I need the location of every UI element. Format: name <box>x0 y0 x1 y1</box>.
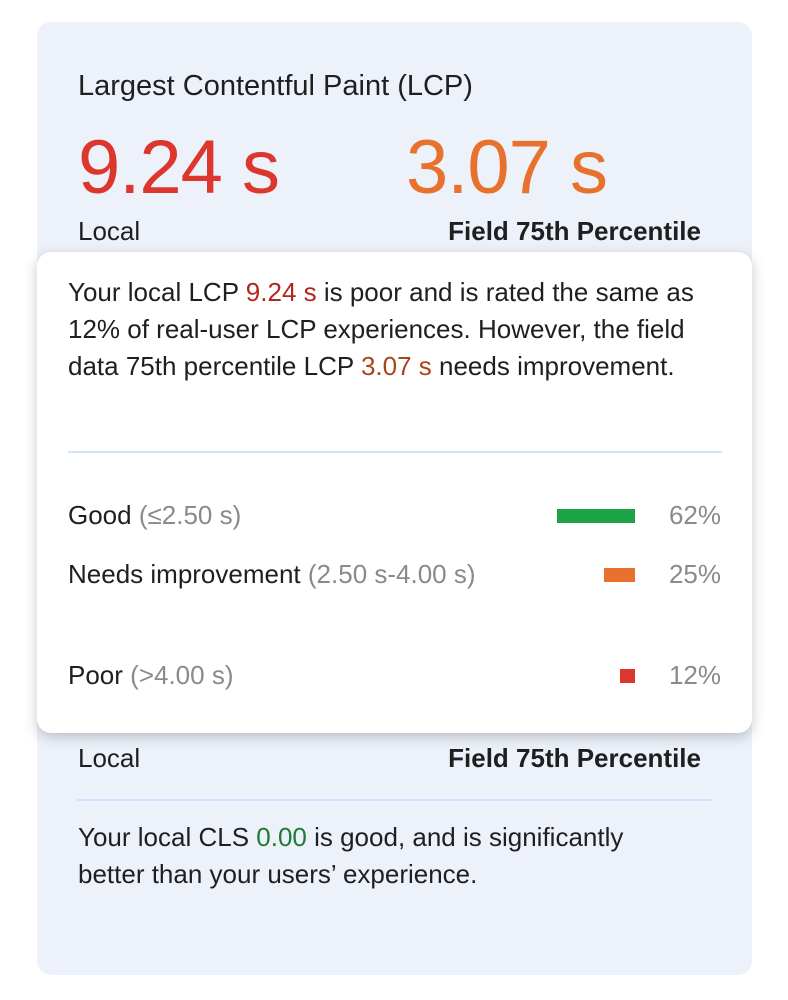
cls-summary: Your local CLS 0.00 is good, and is sign… <box>78 819 638 893</box>
cls-local-label: Local <box>78 743 141 773</box>
distribution-bar-good <box>556 508 635 523</box>
row-name: Good <box>68 500 132 530</box>
cls-value: 0.00 <box>256 822 307 852</box>
field-label: Field 75th Percentile <box>448 216 701 246</box>
cls-text: is good, and is significantly better tha… <box>78 822 624 889</box>
cls-text: Your local CLS <box>78 822 257 852</box>
distribution-row-good: Good (≤2.50 s) 62% <box>68 497 721 534</box>
tooltip-text: Your local LCP <box>68 277 246 307</box>
tooltip-summary: Your local LCP 9.24 s is poor and is rat… <box>68 274 728 385</box>
field-lcp-value: 3.07 s <box>406 125 608 210</box>
local-label: Local <box>78 216 141 246</box>
local-lcp-value: 9.24 s <box>78 125 280 210</box>
cls-field-label: Field 75th Percentile <box>448 743 701 773</box>
distribution-bar-poor <box>619 668 635 683</box>
row-name: Poor <box>68 660 123 690</box>
row-range: (2.50 s-4.00 s) <box>307 559 476 589</box>
tooltip-field-value: 3.07 s <box>360 351 432 381</box>
tooltip-text: is poor and is rated the same as 12% of … <box>68 277 694 381</box>
distribution-bar-needs-improvement <box>603 567 635 582</box>
row-percent: 25% <box>668 559 721 589</box>
tooltip-divider <box>68 451 722 453</box>
divider <box>77 799 712 801</box>
lcp-tooltip: Your local LCP 9.24 s is poor and is rat… <box>37 252 752 733</box>
tooltip-local-value: 9.24 s <box>245 277 317 307</box>
distribution-row-poor: Poor (>4.00 s) 12% <box>68 657 721 694</box>
row-percent: 12% <box>668 660 721 690</box>
row-percent: 62% <box>668 500 721 530</box>
tooltip-text: needs improvement. <box>431 351 675 381</box>
row-range: (≤2.50 s) <box>138 500 242 530</box>
row-range: (>4.00 s) <box>130 660 234 690</box>
distribution-row-needs-improvement: Needs improvement (2.50 s-4.00 s) 25% <box>68 556 721 593</box>
row-name: Needs improvement <box>68 559 301 589</box>
lcp-title: Largest Contentful Paint (LCP) <box>78 70 473 102</box>
